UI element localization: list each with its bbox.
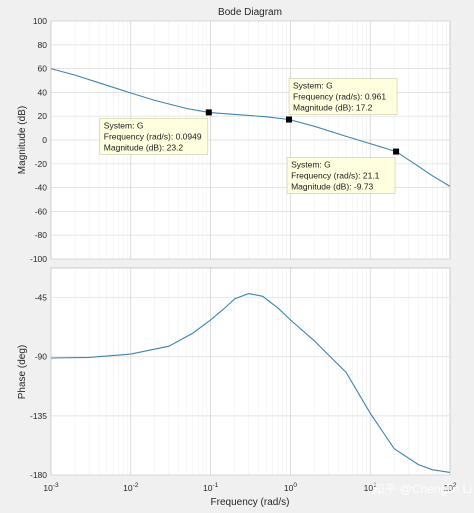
datatip-text: Magnitude (dB): 17.2 (293, 103, 373, 113)
phase-tick-label: -45 (35, 293, 48, 303)
phase-tick-label: -135 (30, 411, 47, 421)
magnitude-tick-label: -40 (35, 183, 48, 193)
frequency-tick-label: 100 (284, 482, 297, 493)
magnitude-curve (50, 68, 451, 187)
phase-axis-label: Phase (deg) (17, 345, 28, 399)
phase-axes (50, 267, 451, 476)
datatip-text: System: G (291, 160, 331, 170)
magnitude-tick-label: 80 (38, 40, 48, 50)
frequency-tick-label: 10-2 (123, 482, 139, 493)
magnitude-tick-label: -100 (30, 254, 47, 264)
magnitude-tick-label: -60 (35, 206, 48, 216)
magnitude-tick-label: 0 (42, 135, 47, 145)
datatip-marker[interactable] (393, 148, 400, 155)
magnitude-tick-label: 20 (38, 111, 48, 121)
datatip-box (288, 78, 398, 115)
magnitude-tick-label: -80 (35, 230, 48, 240)
datatip-text: Magnitude (dB): -9.73 (291, 182, 373, 192)
datatip-text: System: G (293, 81, 333, 91)
magnitude-tick-label: -20 (35, 159, 48, 169)
frequency-tick-label: 10-1 (203, 482, 219, 493)
magnitude-tick-label: 100 (33, 16, 47, 26)
datatip-text: Magnitude (dB): 23.2 (104, 142, 184, 152)
datatip-box (286, 157, 396, 194)
series-layer (50, 68, 451, 473)
datatip-text: System: G (104, 120, 144, 130)
magnitude-tick-label: 60 (38, 64, 48, 74)
datatip-text: Frequency (rad/s): 0.961 (293, 92, 386, 102)
phase-tick-label: -180 (30, 470, 47, 480)
datatip-box (99, 118, 209, 155)
chart-title: Bode Diagram (218, 7, 282, 18)
frequency-tick-label: 10-3 (43, 482, 59, 493)
watermark: 知乎 @Chenglin Li (372, 482, 472, 496)
magnitude-tick-label: 40 (38, 87, 48, 97)
frequency-axis-label: Frequency (rad/s) (211, 497, 290, 508)
magnitude-axis-label: Magnitude (dB) (17, 106, 28, 174)
frequency-tick-label: 101 (364, 482, 377, 493)
frequency-tick-label: 102 (443, 482, 456, 493)
datatip-text: Frequency (rad/s): 21.1 (291, 171, 380, 181)
tick-label-layer: -100 -80 -60 -40 -20 0 20 40 60 80 100 -180 -135 -90 -… (30, 16, 457, 493)
datatip-marker[interactable] (286, 116, 293, 123)
datatip-text: Frequency (rad/s): 0.0949 (104, 131, 202, 141)
phase-curve (50, 293, 451, 473)
datatip-marker[interactable] (205, 109, 212, 116)
phase-tick-label: -90 (35, 352, 48, 362)
